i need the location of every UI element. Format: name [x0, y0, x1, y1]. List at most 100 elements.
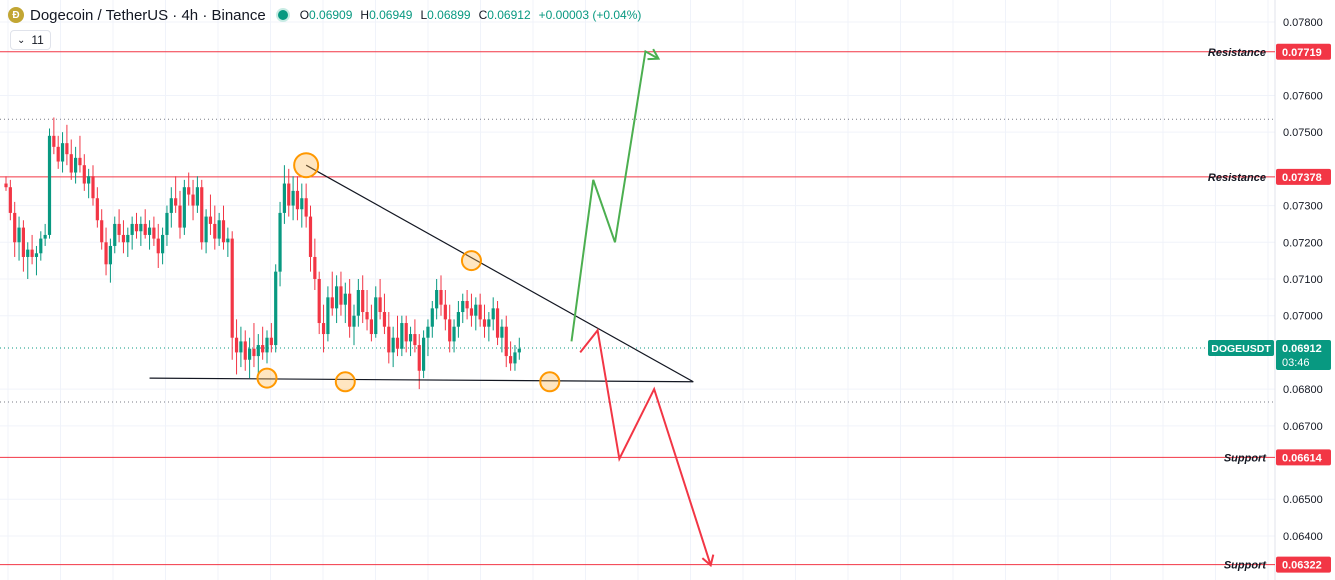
candle-body — [326, 297, 330, 335]
candle-body — [504, 326, 508, 357]
candle-body — [147, 227, 152, 235]
ohlc-change: +0.00003 (+0.04%) — [538, 8, 642, 22]
touch-point-circle — [460, 250, 482, 272]
y-tick-label: 0.06800 — [1283, 384, 1323, 396]
chevron-down-icon: ⌄ — [17, 34, 26, 46]
candle-body — [456, 312, 460, 327]
level-price-tag — [1276, 449, 1331, 466]
candle-body — [56, 146, 60, 162]
candle-body — [95, 198, 99, 221]
candle-body — [495, 308, 500, 338]
y-tick-label: 0.07300 — [1283, 201, 1323, 213]
candle-body — [34, 253, 39, 257]
candle-body — [404, 323, 408, 342]
candle-body — [417, 345, 421, 371]
touch-point-circle — [334, 371, 356, 393]
candle-body — [439, 290, 443, 305]
level-price-tag — [1276, 556, 1331, 573]
candle-body — [491, 308, 495, 320]
y-tick-label: 0.07200 — [1283, 237, 1323, 249]
candle-body — [348, 293, 352, 327]
candle-body — [178, 205, 182, 228]
candle-body — [21, 227, 25, 257]
candle-body — [152, 227, 156, 239]
candle-body — [517, 348, 521, 353]
candle-body — [213, 223, 217, 239]
candle-body — [130, 223, 134, 235]
candle-body — [304, 198, 308, 217]
candle-body — [91, 176, 95, 199]
level-price-label: 0.07719 — [1282, 47, 1322, 59]
candle-body — [343, 293, 347, 305]
candle-body — [378, 297, 382, 313]
level-price-label: 0.07378 — [1282, 172, 1322, 184]
candle-body — [395, 337, 400, 349]
candle-body — [39, 238, 43, 254]
level-label: Support — [1224, 560, 1267, 572]
candle-body — [165, 212, 169, 235]
candle-body — [69, 154, 73, 173]
candle-body — [47, 135, 52, 235]
candle-body — [335, 286, 339, 309]
symbol-title[interactable]: Dogecoin / TetherUS · 4h · Binance — [30, 6, 266, 24]
dogecoin-logo-icon: Ð — [8, 7, 24, 23]
candle-body — [408, 334, 413, 342]
ohlc-high: H0.06949 — [360, 8, 413, 22]
ohlc-low: L0.06899 — [420, 8, 471, 22]
chart-legend: Ð Dogecoin / TetherUS · 4h · Binance O0.… — [8, 4, 645, 26]
candle-body — [382, 312, 387, 327]
candle-body — [74, 157, 78, 173]
y-tick-label: 0.07000 — [1283, 311, 1323, 323]
candle-body — [200, 187, 204, 243]
candle-body — [482, 319, 487, 327]
last-price-tag-bg — [1276, 340, 1331, 370]
candle-body — [313, 256, 317, 279]
candle-body — [143, 223, 147, 235]
candle-body — [13, 212, 17, 243]
market-open-icon — [275, 8, 290, 22]
candle-body — [452, 326, 456, 342]
candle-body — [500, 326, 504, 338]
candle-body — [339, 286, 343, 305]
candle-body — [287, 183, 291, 206]
candle-body — [330, 297, 334, 309]
candle-body — [43, 234, 47, 239]
candle-body — [422, 337, 426, 371]
level-label: Resistance — [1208, 172, 1266, 184]
candle-body — [478, 304, 482, 320]
level-price-tag — [1276, 168, 1331, 185]
candle-body — [230, 238, 234, 338]
level-price-label: 0.06614 — [1282, 452, 1323, 464]
touch-point-circle — [293, 152, 320, 179]
candle-body — [387, 326, 391, 353]
candle-body — [252, 348, 256, 357]
support-trendline — [149, 377, 694, 383]
candle-body — [413, 334, 417, 346]
candle-body — [234, 337, 239, 353]
y-tick-label: 0.06500 — [1283, 494, 1323, 506]
ohlc-open: O0.06909 — [299, 8, 353, 22]
candle-body — [17, 227, 21, 243]
ohlc-close: C0.06912 — [478, 8, 531, 22]
bullish-projection-path — [570, 49, 659, 342]
candle-body — [248, 348, 252, 360]
y-tick-label: 0.07500 — [1283, 127, 1323, 139]
candle-body — [443, 304, 447, 320]
candle-body — [182, 187, 186, 228]
candle-body — [261, 345, 265, 353]
touch-point-circle — [256, 367, 278, 389]
indicators-toggle-button[interactable]: ⌄ 11 — [10, 30, 51, 50]
candle-body — [243, 341, 247, 360]
candle-body — [60, 143, 65, 162]
candle-body — [134, 223, 139, 232]
candle-body — [391, 337, 395, 353]
y-tick-label: 0.06700 — [1283, 421, 1323, 433]
symbol-tag-bg — [1208, 340, 1274, 356]
candle-body — [126, 234, 130, 243]
candle-body — [156, 238, 160, 254]
candle-body — [321, 323, 326, 335]
bearish-projection-path — [579, 327, 712, 566]
candle-body — [487, 319, 491, 327]
candle-body — [221, 220, 226, 243]
